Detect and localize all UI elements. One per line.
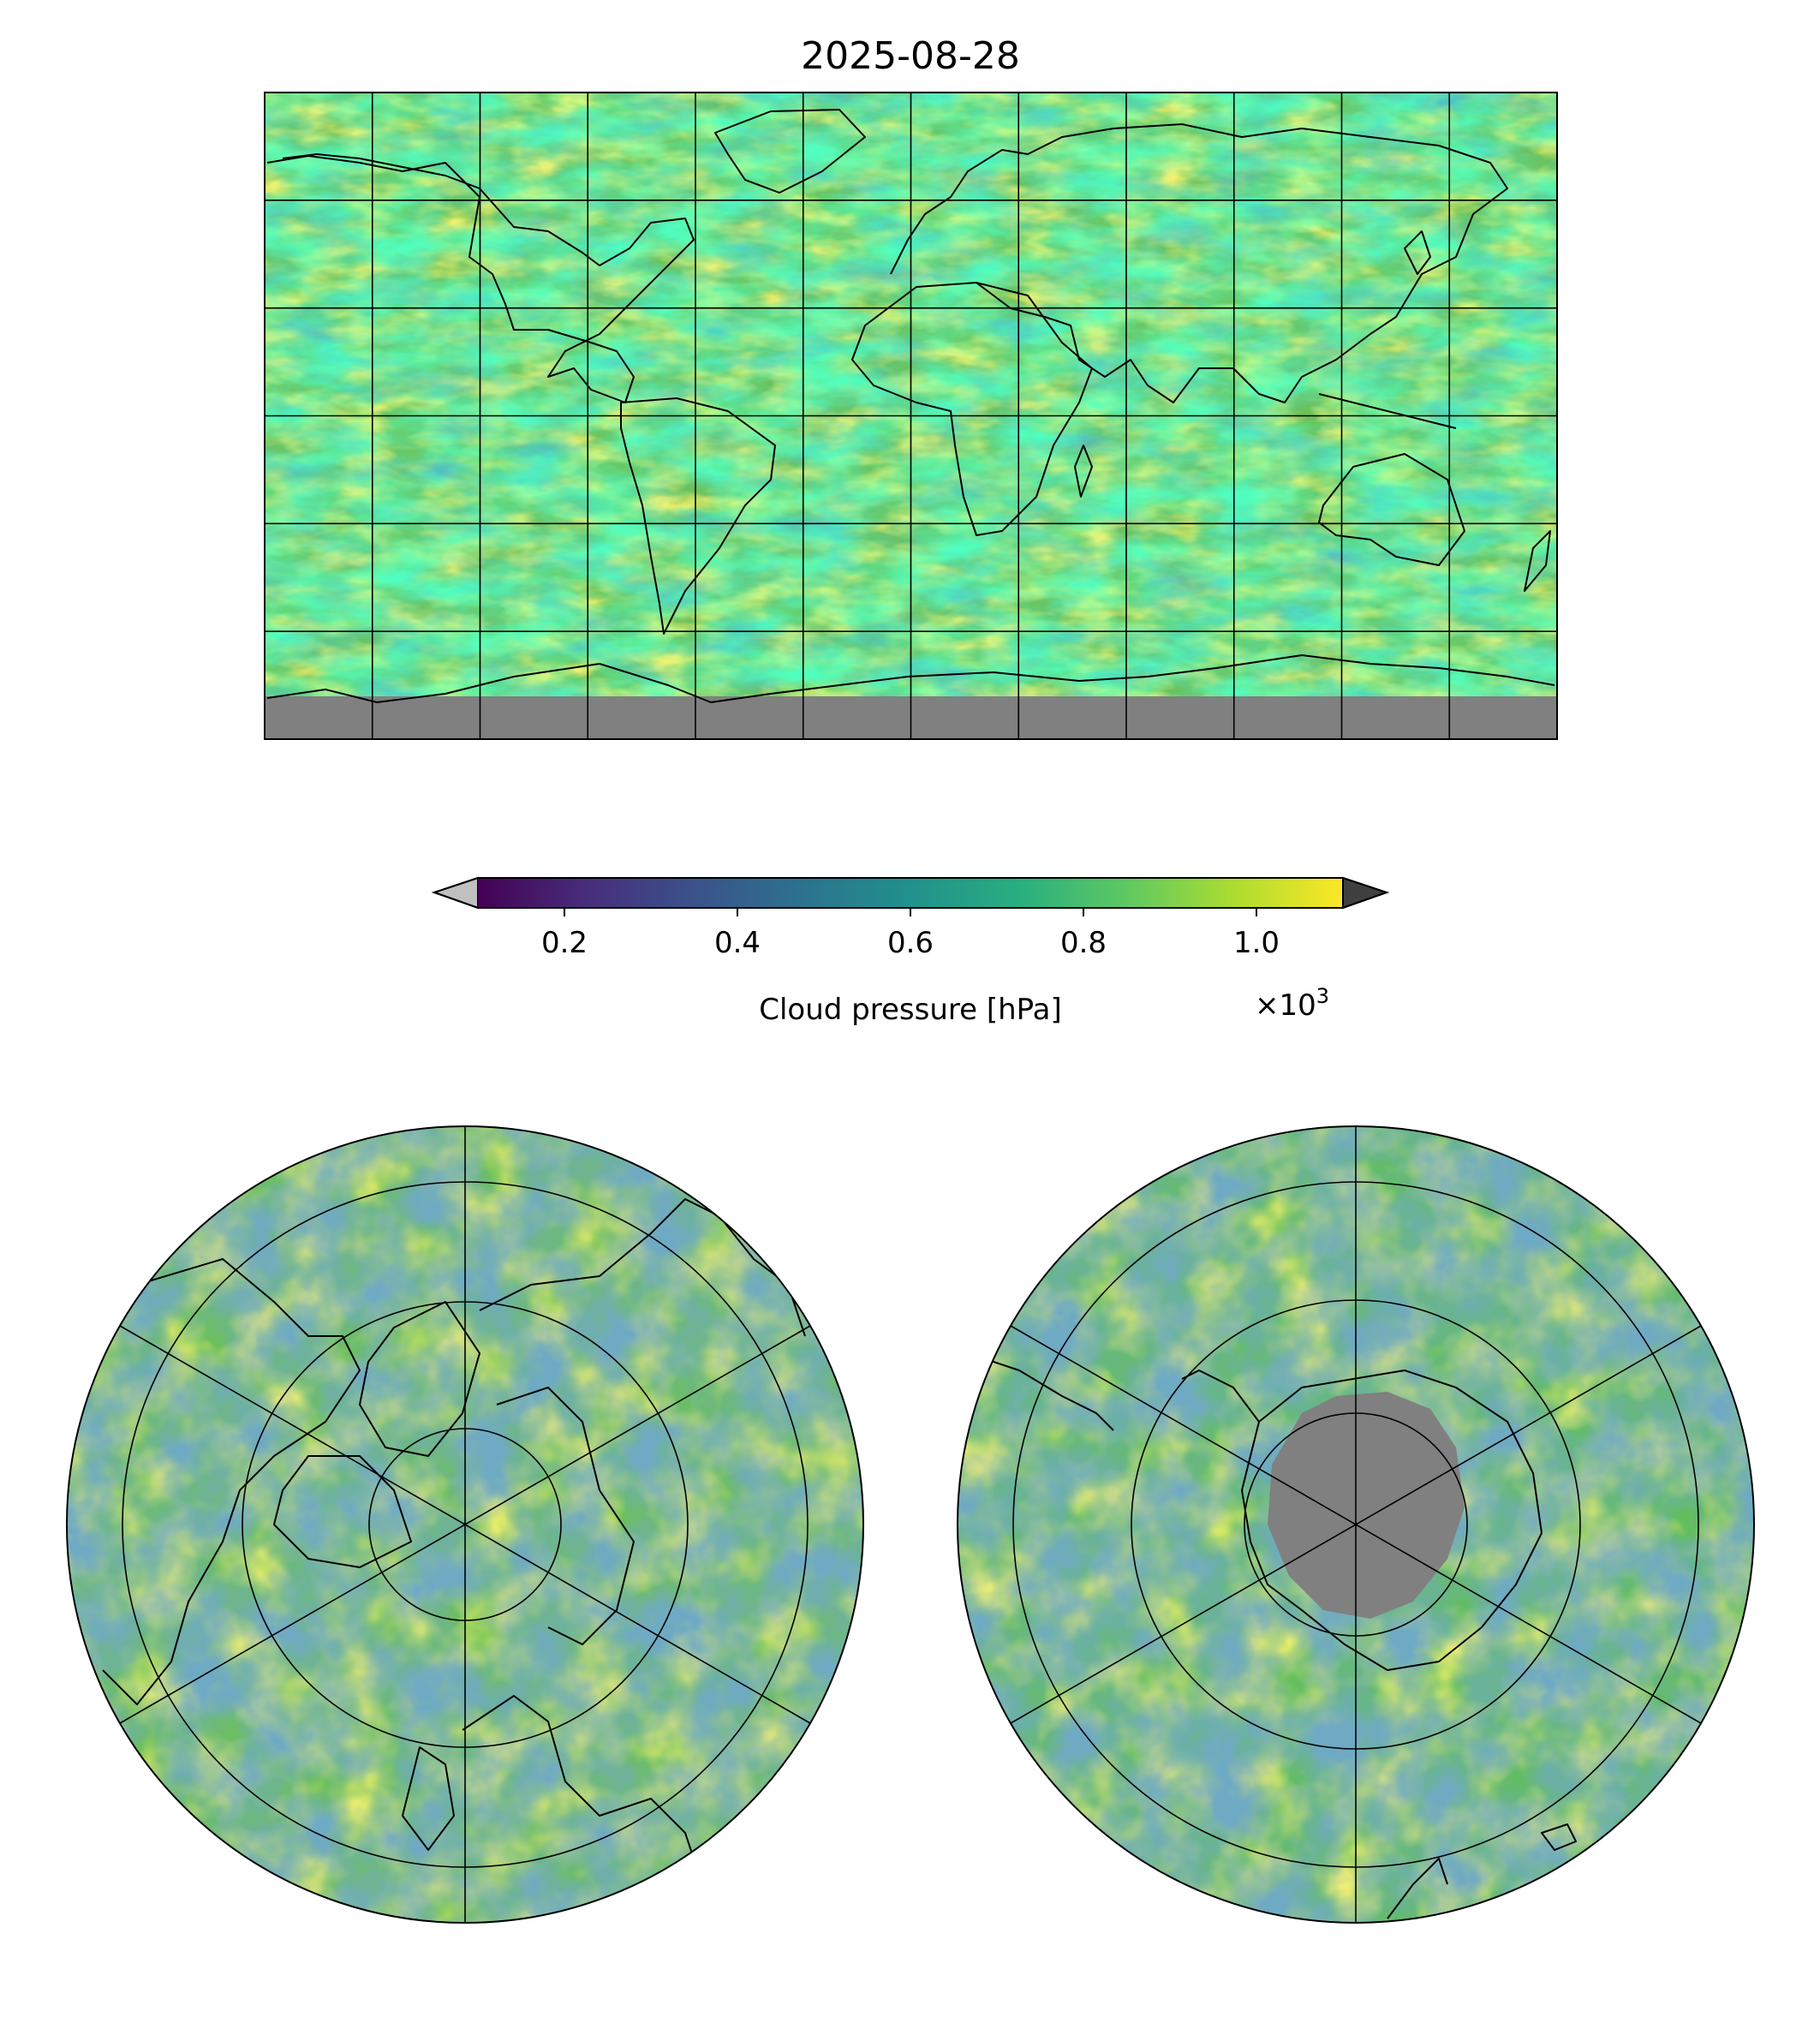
- coast-australia-polar: [1387, 1858, 1448, 1919]
- colorbar-ticks: 0.2 0.4 0.6 0.8 1.0: [541, 908, 1280, 960]
- colorbar: 0.2 0.4 0.6 0.8 1.0 Cloud pressure [hPa] ×10…: [431, 876, 1390, 1027]
- south-polar-map: [957, 1125, 1755, 1924]
- south-polar-frame: [957, 1125, 1755, 1924]
- colorbar-tick-label: 0.4: [714, 926, 761, 960]
- north-polar-frame: [66, 1125, 864, 1924]
- colorbar-extend-low: [431, 876, 479, 910]
- global-coastlines: [266, 109, 1555, 703]
- coast-south-america: [620, 397, 776, 635]
- colorbar-outline: [431, 877, 1390, 909]
- coast-siberia: [496, 1387, 635, 1645]
- colorbar-tick-label: 1.0: [1233, 926, 1280, 960]
- north-polar-gridlines: [119, 1126, 811, 1923]
- coast-greenland: [714, 109, 866, 194]
- coast-japan: [1404, 230, 1431, 275]
- south-polar-gridlines: [1010, 1126, 1702, 1923]
- coast-arctic-canada: [273, 1455, 412, 1568]
- coast-new-zealand-polar: [1541, 1823, 1577, 1851]
- coast-south-america-polar: [967, 1352, 1114, 1431]
- colorbar-tick-label: 0.6: [887, 926, 934, 960]
- colorbar-multiplier: ×103: [1255, 984, 1329, 1023]
- global-map: [264, 92, 1558, 740]
- coast-scandinavia: [402, 1746, 455, 1851]
- colorbar-multiplier-base: ×10: [1255, 988, 1316, 1023]
- colorbar-multiplier-exponent: 3: [1316, 984, 1329, 1008]
- coast-new-zealand: [1524, 530, 1551, 592]
- north-polar-map: [66, 1125, 864, 1924]
- figure-title: 2025-08-28: [801, 34, 1020, 78]
- coast-antarctica: [266, 654, 1555, 703]
- colorbar-label: Cloud pressure [hPa]: [759, 993, 1061, 1027]
- global-gridlines: [265, 92, 1557, 739]
- coast-north-america: [266, 153, 695, 403]
- colorbar-tick-label: 0.8: [1060, 926, 1107, 960]
- coast-australia: [1318, 453, 1465, 566]
- colorbar-gradient: [478, 878, 1343, 908]
- colorbar-tick-label: 0.2: [541, 926, 588, 960]
- coast-greenland-polar: [359, 1301, 480, 1457]
- coast-europe-polar: [462, 1695, 703, 1885]
- coast-antarctic-peninsula: [1181, 1370, 1260, 1423]
- missing-data-polar: [1268, 1392, 1465, 1619]
- coast-north-america-polar: [102, 1258, 361, 1705]
- global-map-frame: [264, 92, 1558, 740]
- colorbar-extend-high: [1342, 876, 1390, 910]
- coast-madagascar: [1074, 445, 1093, 498]
